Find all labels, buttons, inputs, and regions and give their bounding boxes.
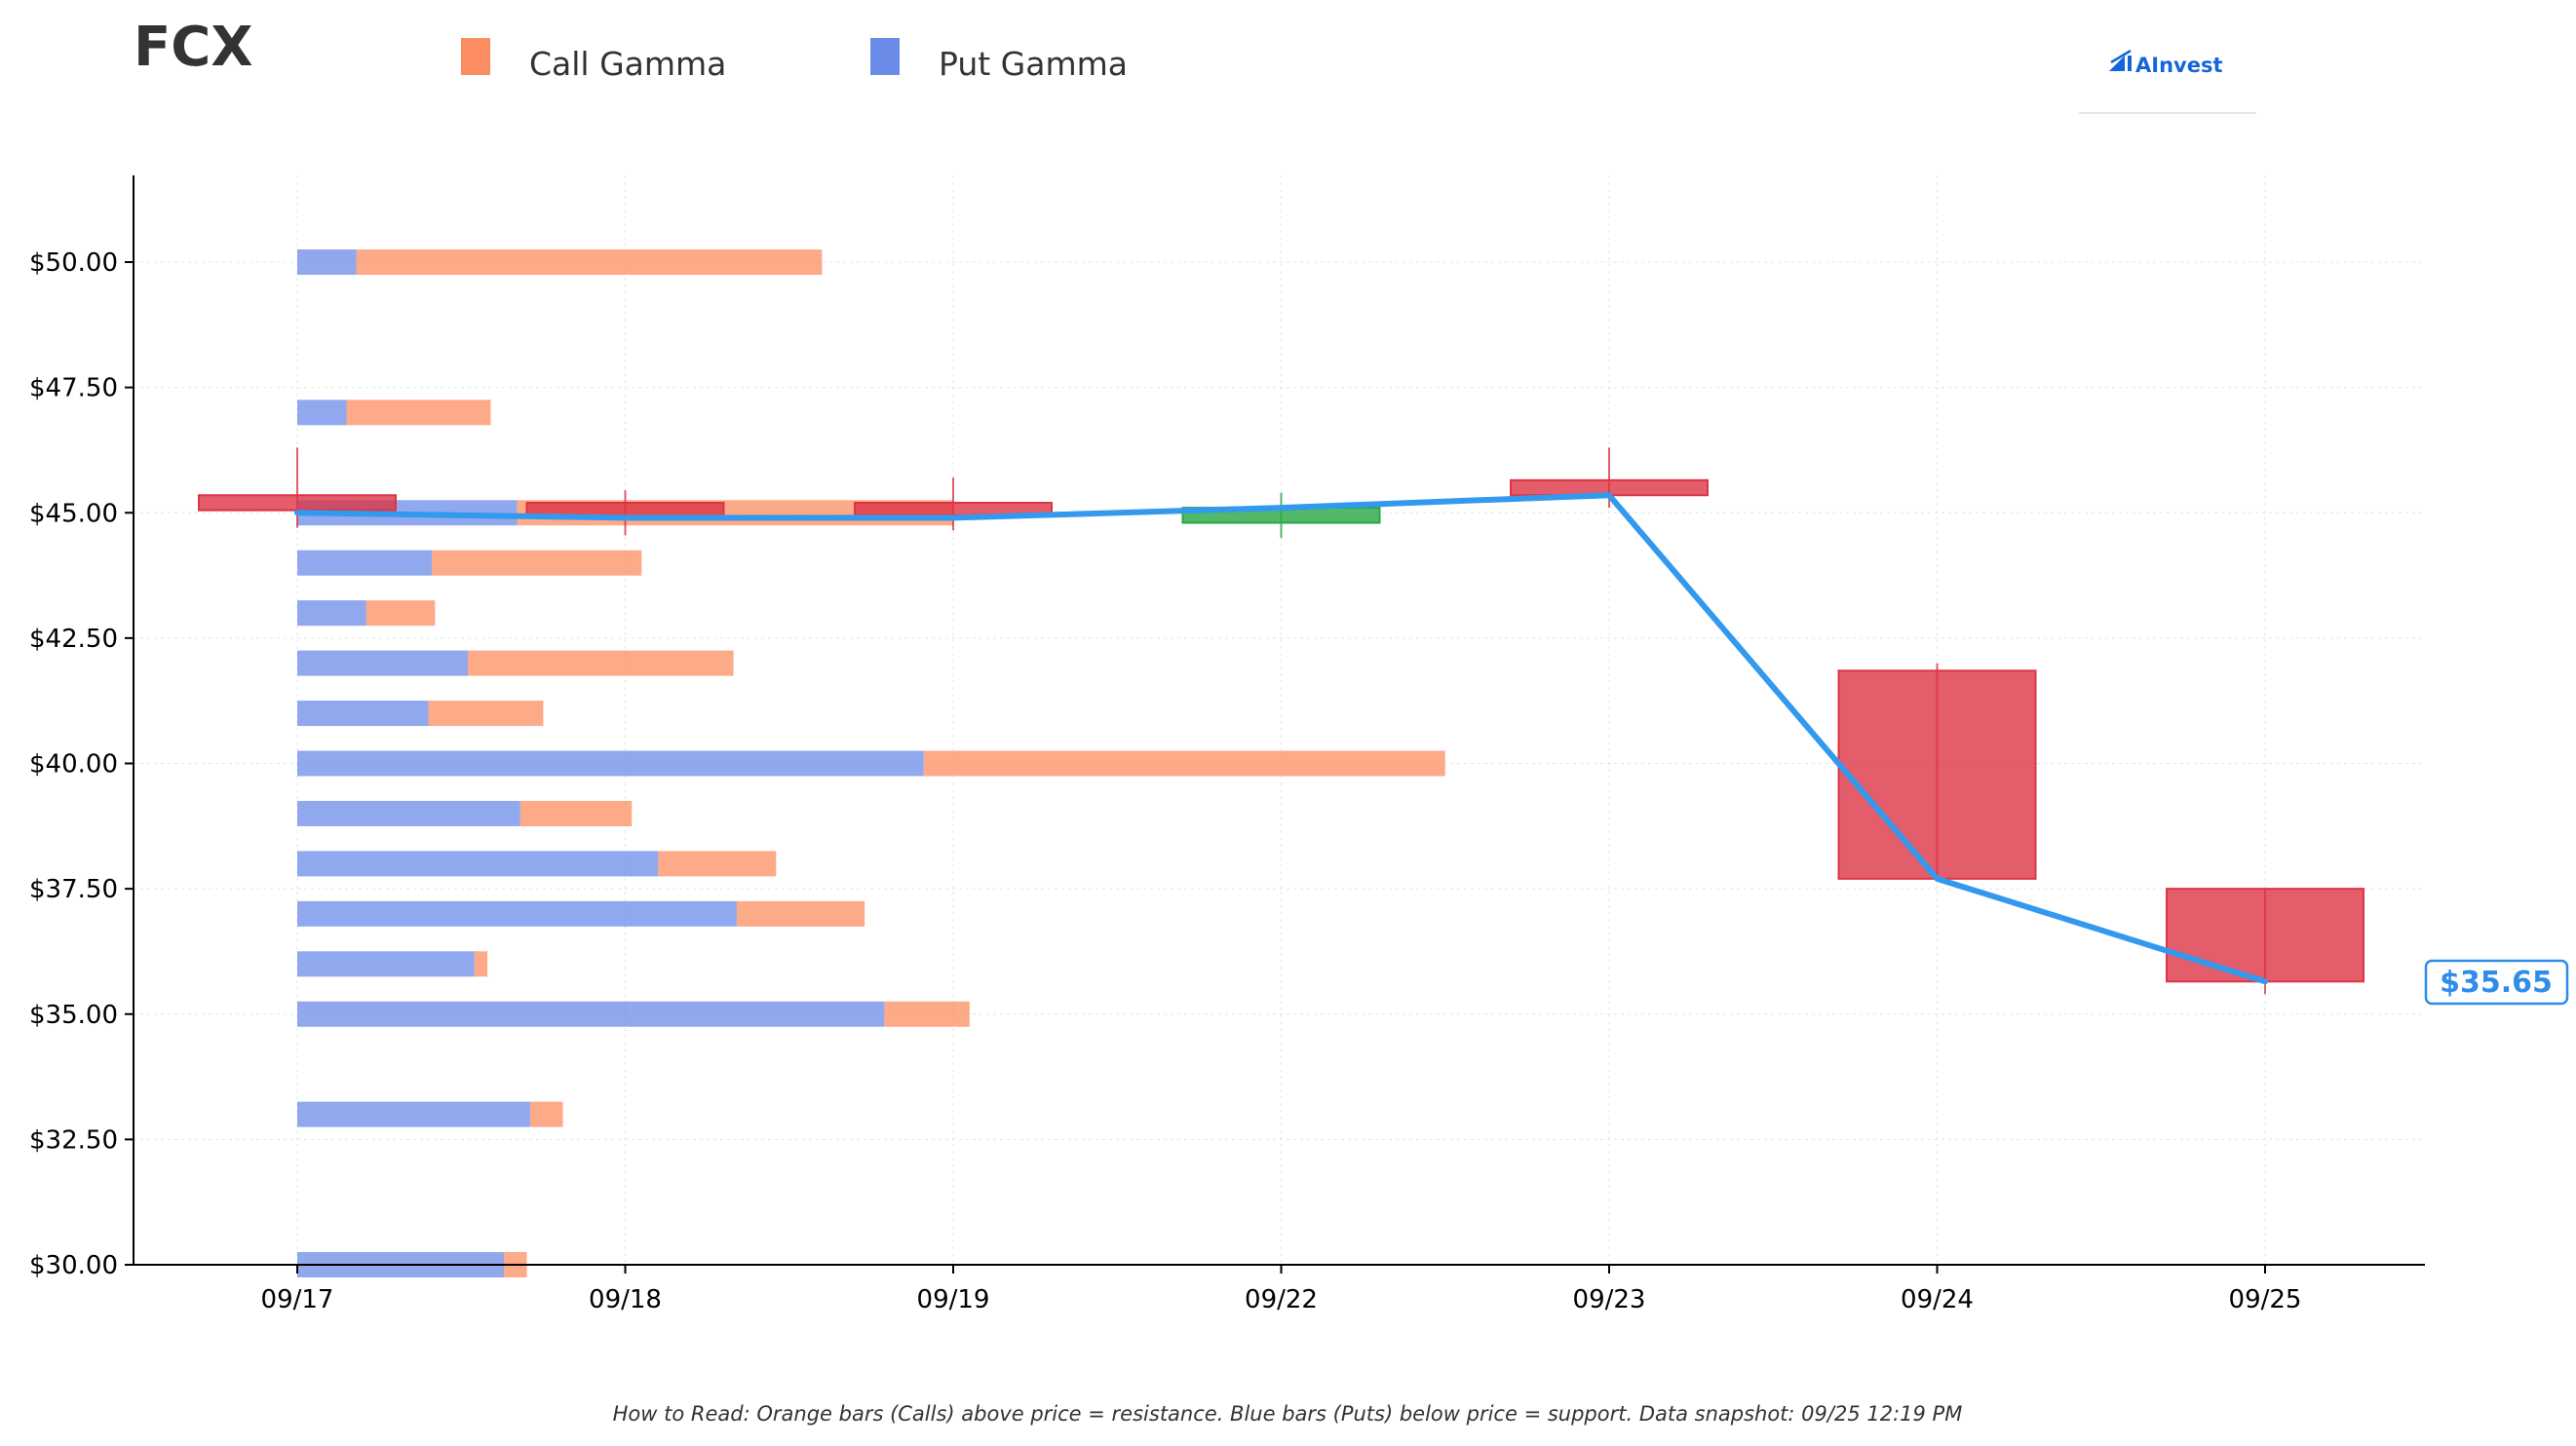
put-gamma-bar: [297, 851, 659, 877]
x-tick-label: 09/17: [261, 1285, 334, 1314]
put-gamma-bar: [297, 249, 357, 275]
call-gamma-bar: [365, 600, 436, 627]
y-tick-label: $30.00: [29, 1251, 118, 1280]
legend-swatch-call: [461, 38, 490, 75]
current-price-label: $35.65: [2440, 966, 2553, 1000]
call-gamma-bar: [356, 249, 823, 275]
x-tick-label: 09/23: [1573, 1285, 1646, 1314]
x-tick-label: 09/25: [2229, 1285, 2302, 1314]
call-gamma-bar: [519, 800, 633, 826]
x-tick-label: 09/24: [1901, 1285, 1974, 1314]
y-tick-label: $35.00: [29, 1001, 118, 1030]
put-gamma-bar: [297, 550, 432, 576]
gamma-bars: [297, 249, 1445, 1277]
call-gamma-bar: [923, 750, 1445, 777]
y-tick-label: $47.50: [29, 374, 118, 403]
x-axis-ticks: 09/17 09/18 09/19 09/22 09/23 09/24 09/25: [261, 1265, 2302, 1314]
call-gamma-bar: [467, 650, 734, 676]
y-tick-label: $32.50: [29, 1125, 118, 1155]
ainvest-logo[interactable]: AInvest: [2079, 49, 2256, 114]
y-axis-ticks: $30.00 $32.50 $35.00 $37.50 $40.00 $42.50 $45.…: [29, 248, 134, 1280]
candle-body: [198, 494, 397, 512]
candle-body: [2166, 888, 2365, 983]
call-gamma-bar: [474, 951, 488, 977]
call-gamma-bar: [736, 900, 865, 927]
call-gamma-bar: [428, 701, 544, 727]
put-gamma-bar: [297, 750, 924, 777]
ainvest-logo-icon: [2109, 49, 2132, 71]
candle-body: [1837, 669, 2037, 880]
legend-label-call: Call Gamma: [529, 45, 726, 83]
legend-swatch-put: [870, 38, 900, 75]
x-tick-label: 09/22: [1245, 1285, 1318, 1314]
grid-lines: [134, 175, 2425, 1266]
put-gamma-bar: [297, 701, 429, 727]
ainvest-logo-text: AInvest: [2135, 54, 2223, 77]
y-tick-label: $42.50: [29, 625, 118, 654]
call-gamma-bar: [431, 550, 642, 576]
footnote: How to Read: Orange bars (Calls) above p…: [613, 1402, 1963, 1426]
current-price-box: [2424, 959, 2569, 1006]
price-line: [294, 492, 2268, 985]
put-gamma-bar: [297, 400, 347, 426]
call-gamma-bar: [658, 851, 777, 877]
ticker-title: FCX: [134, 16, 253, 79]
current-price-tag: $35.65: [2424, 959, 2569, 1006]
put-gamma-bar: [297, 1001, 885, 1027]
put-gamma-bar: [297, 951, 475, 977]
y-tick-label: $40.00: [29, 750, 118, 780]
price-line-group: [294, 492, 2268, 985]
y-tick-label: $50.00: [29, 248, 118, 278]
call-gamma-bar: [346, 400, 491, 426]
put-gamma-bar: [297, 1101, 530, 1127]
x-tick-label: 09/19: [917, 1285, 990, 1314]
y-tick-label: $37.50: [29, 875, 118, 904]
put-gamma-bar: [297, 900, 737, 927]
y-tick-label: $45.00: [29, 499, 118, 528]
legend-label-put: Put Gamma: [939, 45, 1128, 83]
put-gamma-bar: [297, 800, 520, 826]
put-gamma-bar: [297, 600, 366, 627]
put-gamma-bar: [297, 650, 468, 676]
call-gamma-bar: [884, 1001, 970, 1027]
call-gamma-bar: [529, 1101, 563, 1127]
legend: Call Gamma Put Gamma: [461, 38, 1128, 83]
x-tick-label: 09/18: [589, 1285, 662, 1314]
axes: [133, 175, 2425, 1266]
